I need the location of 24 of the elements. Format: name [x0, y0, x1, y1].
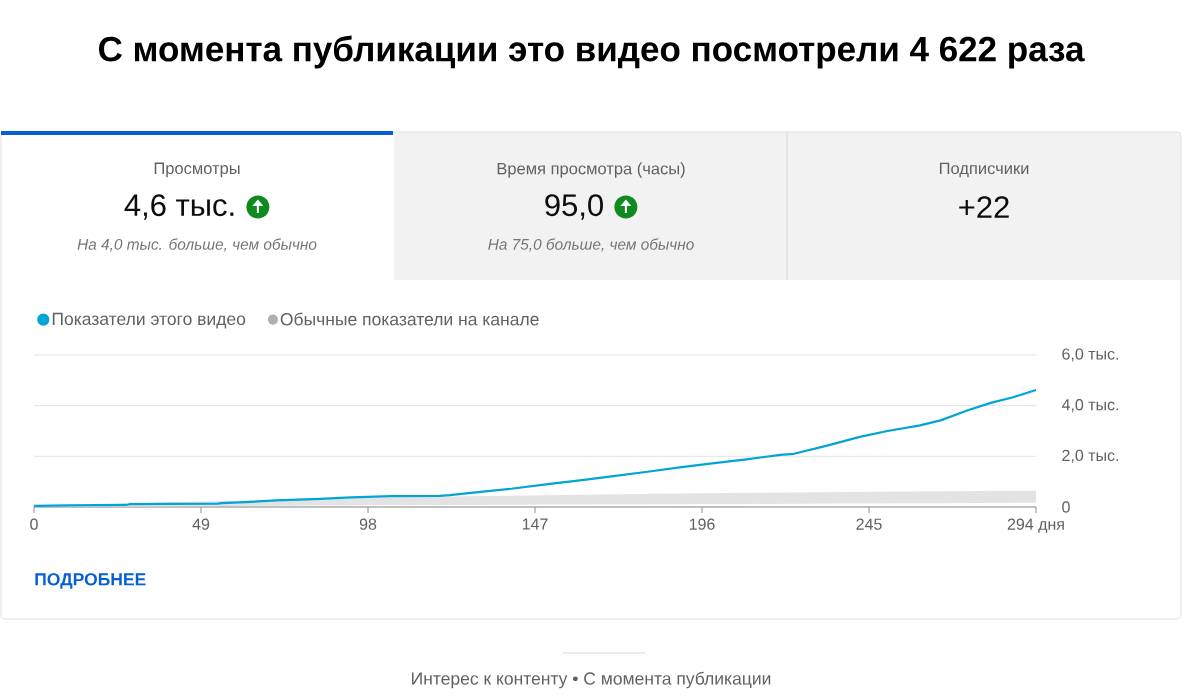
x-tick-label: 0	[30, 518, 38, 530]
x-tick-label: 245	[856, 518, 882, 530]
x-tick-label: 196	[689, 518, 715, 530]
text: 95,0	[545, 194, 603, 220]
chart-title: С момента публикации это видео посмотрели 4 622 раза	[99, 35, 1085, 69]
text: +22	[959, 196, 1009, 218]
legend-label: Обычные показатели на канале	[280, 312, 539, 326]
text: На 75,0 больше, чем обычно	[488, 238, 694, 252]
text: Подписчики	[939, 162, 1029, 178]
text: 4,6 тыс.	[124, 194, 234, 220]
text: Интерес к контенту • С момента публикации	[412, 671, 771, 689]
y-tick-label: 0	[1062, 501, 1070, 513]
x-tick-label: 294 дня	[1007, 518, 1064, 533]
y-tick-label: 6,0 тыс.	[1062, 348, 1119, 362]
legend-label: Показатели этого видео	[52, 312, 246, 329]
y-tick-label: 2,0 тыс.	[1062, 449, 1119, 463]
x-tick-label: 98	[359, 518, 377, 530]
text: ПОДРОБНЕЕ	[35, 573, 146, 589]
text: Время просмотра (часы)	[497, 162, 685, 178]
text: Просмотры	[154, 162, 240, 178]
x-tick-label: 147	[522, 518, 548, 530]
text: На 4,0 тыс. больше, чем обычно	[77, 238, 317, 252]
x-tick-label: 49	[192, 518, 210, 530]
y-tick-label: 4,0 тыс.	[1061, 399, 1119, 413]
